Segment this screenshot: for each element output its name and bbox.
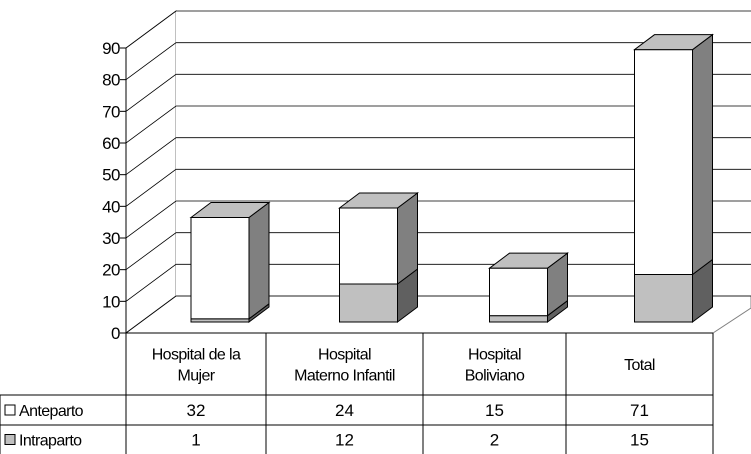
gridline: [125, 105, 751, 144]
anteparto-bar-hospital-boliviano-top: [487, 252, 570, 269]
data-value: 32: [187, 401, 206, 420]
gridline: [125, 232, 751, 270]
intraparto-bar-total-front: [634, 274, 693, 323]
back-wall: [176, 11, 751, 296]
data-value: 24: [335, 401, 354, 420]
intraparto-bar-hospital-boliviano-front: [489, 315, 548, 323]
data-value: 71: [630, 401, 649, 420]
y-tick-label: 10: [102, 292, 120, 311]
anteparto-bar-total: [633, 33, 714, 276]
series-label: Anteparto: [19, 403, 84, 420]
intraparto-bar-total: [634, 258, 713, 323]
anteparto-bar-hospital-boliviano-front: [489, 267, 548, 317]
data-value: 15: [485, 401, 504, 420]
category-label: Hospital: [318, 347, 371, 364]
category-label: Hospital: [468, 347, 521, 364]
data-value: 2: [490, 431, 499, 450]
category-label: Mujer: [177, 368, 215, 385]
y-tick-label: 80: [102, 71, 120, 90]
y-tick-label: 20: [102, 261, 120, 280]
intraparto-bar-hospital-materno-infantil-front: [339, 283, 398, 323]
gridline: [125, 10, 751, 49]
data-value: 1: [191, 431, 200, 450]
y-tick-label: 50: [102, 166, 120, 185]
y-tick-label: 40: [102, 197, 120, 216]
gridline: [125, 200, 751, 239]
gridline: [125, 42, 751, 80]
gridline: [125, 168, 751, 207]
y-axis: 0 10 20 30 40 50 60 70 80 90: [102, 39, 127, 343]
anteparto-bar-total-top: [633, 34, 714, 51]
legend-swatch: [4, 434, 16, 445]
gridlines: [125, 10, 751, 334]
gridline: [125, 137, 751, 175]
chart-walls: [124, 10, 751, 334]
anteparto-bar-hospital-materno-infantil: [338, 192, 419, 285]
anteparto-bar-hospital-de-la-mujer-top: [189, 202, 271, 218]
anteparto-bar-hospital-materno-infantil-front: [339, 207, 398, 285]
legend-swatch: [4, 404, 16, 416]
y-tick-label: 0: [111, 324, 120, 343]
y-tick-label: 70: [102, 102, 120, 121]
data-table: Hospital de la Mujer Hospital Materno Infan…: [0, 332, 714, 454]
series-label: Intraparto: [19, 433, 82, 450]
y-tick-label: 30: [102, 229, 120, 248]
anteparto-bar-hospital-materno-infantil-top: [338, 192, 419, 209]
anteparto-bar-hospital-de-la-mujer: [189, 201, 271, 320]
category-label: Total: [624, 357, 655, 374]
category-label: Materno Infantil: [294, 368, 395, 385]
anteparto-bar-hospital-boliviano: [487, 252, 570, 317]
y-tick-label: 90: [102, 39, 120, 58]
category-label: Hospital de la: [152, 347, 241, 364]
anteparto-bar-hospital-de-la-mujer-side: [248, 201, 270, 320]
gridline: [125, 73, 751, 112]
anteparto-bar-hospital-materno-infantil-side: [397, 192, 418, 285]
anteparto-bar-total-side: [692, 33, 713, 276]
category-label: Boliviano: [465, 368, 525, 385]
data-value: 15: [630, 431, 649, 450]
y-tick-label: 60: [102, 134, 120, 153]
anteparto-bar-hospital-de-la-mujer-front: [190, 217, 250, 320]
anteparto-bar-total-front: [634, 49, 693, 275]
bars: [189, 33, 714, 323]
data-value: 12: [335, 431, 354, 450]
side-wall: [125, 10, 177, 334]
